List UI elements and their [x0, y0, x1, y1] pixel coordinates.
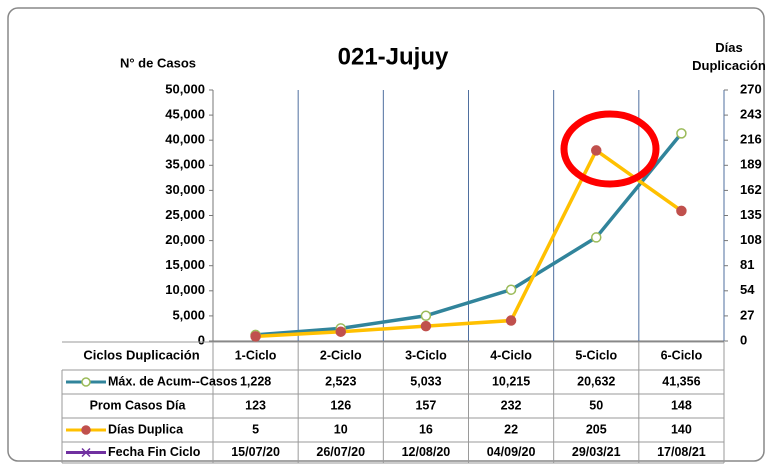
y2-tick-label: 108: [740, 232, 762, 247]
y2-tick-label: 54: [740, 282, 755, 297]
table-cell: 5,033: [410, 374, 441, 388]
y2-tick-label: 243: [740, 107, 762, 122]
y-tick-label: 25,000: [165, 207, 205, 222]
y2-tick-label: 162: [740, 182, 762, 197]
highlight-circle: [560, 110, 660, 188]
x-tick-label: 5-Ciclo: [575, 348, 617, 362]
y-axis-label: N° de Casos: [120, 55, 196, 70]
series-point: [676, 205, 687, 217]
table-cell: 157: [415, 398, 436, 412]
y-tick-label: 40,000: [165, 132, 205, 147]
y2-tick-label: 135: [740, 207, 762, 222]
y-tick-label: 35,000: [165, 157, 205, 172]
chart-border: [7, 7, 765, 462]
table-cell: 10: [334, 422, 348, 436]
y2-tick-label: 0: [740, 332, 747, 347]
table-cell: 20,632: [577, 374, 615, 388]
table-cell: 26/07/20: [316, 445, 365, 459]
x-tick-label: 4-Ciclo: [490, 348, 532, 362]
table-cell: 10,215: [492, 374, 530, 388]
table-row-name: Fecha Fin Ciclo: [108, 445, 201, 459]
legend-marker: [81, 377, 91, 387]
y-tick-label: 45,000: [165, 107, 205, 122]
series-point: [335, 326, 346, 337]
table-cell: 148: [671, 398, 692, 412]
legend-marker: [81, 425, 91, 435]
y-tick-label: 5,000: [172, 307, 205, 322]
table-cell: 2,523: [325, 374, 356, 388]
table-cell: 1,228: [240, 374, 271, 388]
x-tick-label: 6-Ciclo: [661, 348, 703, 362]
table-row-name: Prom Casos Día: [90, 398, 187, 412]
table-header: Ciclos Duplicación: [83, 347, 199, 362]
y-tick-label: 10,000: [165, 282, 205, 297]
x-tick-label: 3-Ciclo: [405, 348, 447, 362]
series-point: [591, 145, 602, 156]
series-point: [250, 331, 261, 342]
table-cell: 16: [419, 422, 433, 436]
y-tick-label: 50,000: [165, 81, 205, 96]
table-cell: 232: [501, 398, 522, 412]
y-tick-label: 20,000: [165, 232, 205, 247]
x-tick-label: 2-Ciclo: [320, 348, 362, 362]
legend-marker: [81, 447, 91, 458]
chart-title: 021-Jujuy: [338, 43, 449, 70]
table-cell: 205: [586, 422, 607, 436]
y-tick-label: 0: [198, 332, 205, 347]
y2-tick-label: 189: [740, 157, 762, 172]
y2-axis-label: Días Duplicación: [692, 40, 766, 73]
series-point: [505, 315, 517, 326]
table-cell: 123: [245, 398, 266, 412]
table-cell: 17/08/21: [657, 445, 706, 459]
table-cell: 5: [252, 422, 259, 436]
x-tick-label: 1-Ciclo: [235, 348, 277, 362]
series-point: [591, 232, 602, 243]
table-row-name: Máx. de Acum--Casos: [108, 374, 237, 388]
table-cell: 29/03/21: [572, 445, 621, 459]
series-point: [676, 128, 687, 139]
y2-tick-label: 27: [740, 307, 754, 322]
y-tick-label: 30,000: [165, 182, 205, 197]
table-cell: 41,356: [662, 374, 700, 388]
table-cell: 04/09/20: [487, 445, 536, 459]
table-cell: 50: [589, 398, 603, 412]
series-line: [255, 148, 683, 339]
table-cell: 126: [330, 398, 351, 412]
series-line: [255, 132, 683, 337]
table-cell: 140: [671, 422, 692, 436]
table-cell: 15/07/20: [231, 445, 280, 459]
table-row-name: Días Duplica: [108, 422, 184, 436]
table-cell: 12/08/20: [402, 445, 451, 459]
series-point: [505, 284, 517, 295]
y2-tick-label: 270: [740, 81, 762, 96]
y2-tick-label: 216: [740, 132, 762, 147]
series-point: [420, 320, 432, 332]
table-cell: 22: [504, 422, 518, 436]
series-point: [420, 310, 432, 321]
y-tick-label: 15,000: [165, 257, 205, 272]
y2-tick-label: 81: [740, 257, 754, 272]
